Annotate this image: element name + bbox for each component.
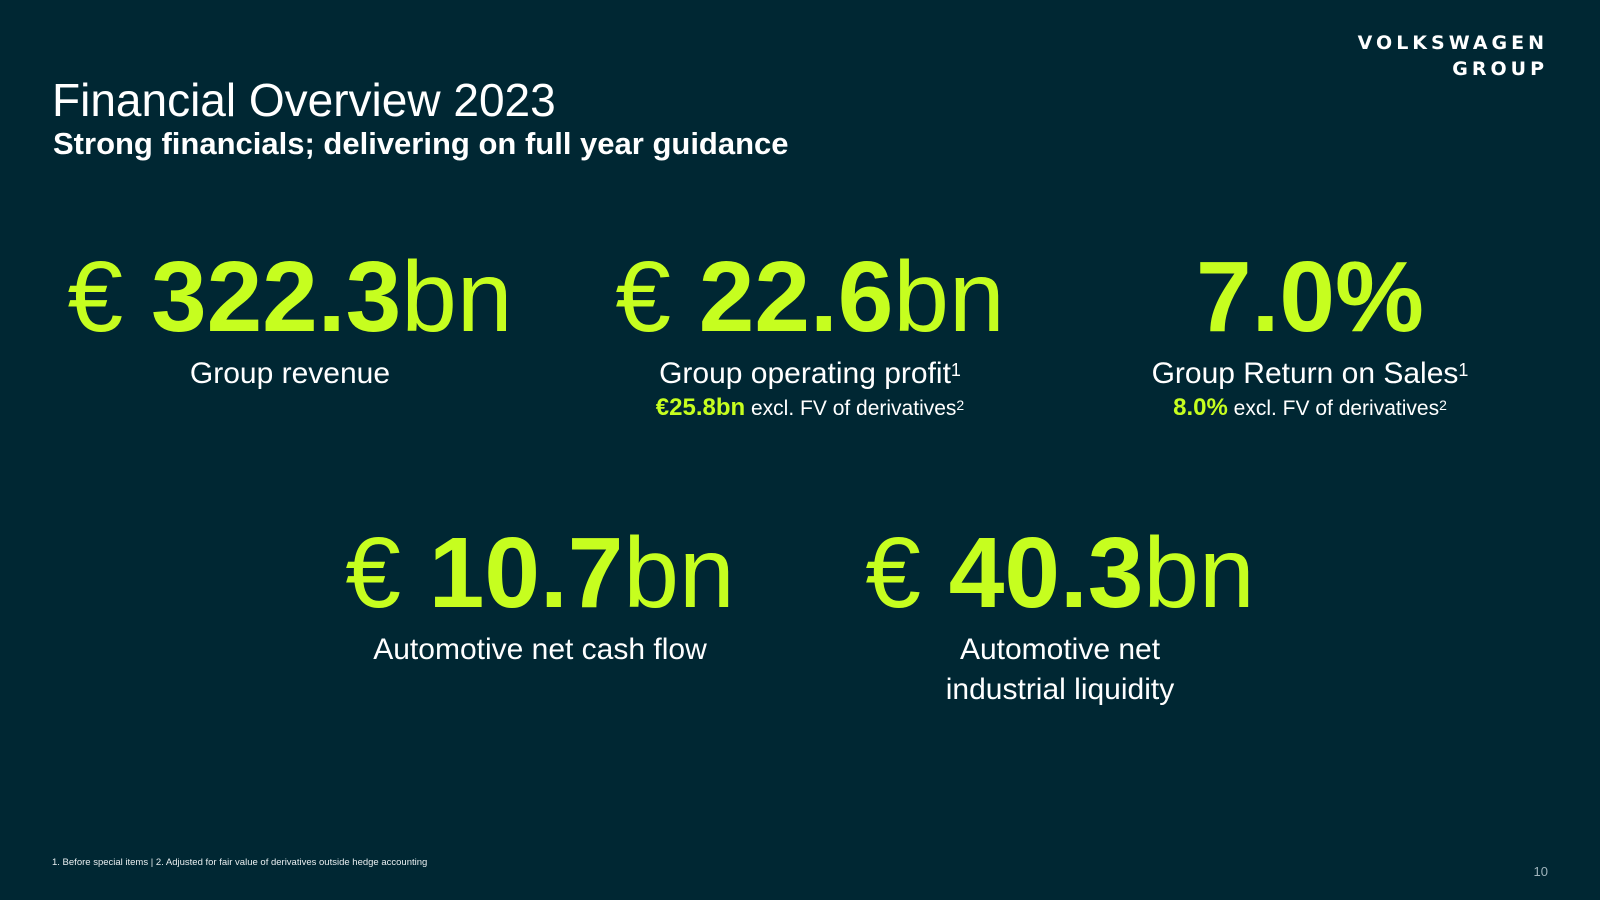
footnote: 1. Before special items | 2. Adjusted fo… bbox=[52, 857, 428, 868]
kpi-label: Automotive net industrial liquidity bbox=[800, 630, 1320, 710]
kpi-currency: € bbox=[615, 241, 699, 353]
page-title: Financial Overview 2023 bbox=[52, 74, 556, 126]
logo-line-1: VOLKSWAGEN bbox=[1357, 32, 1548, 54]
kpi-group-operating-profit: € 22.6bn Group operating profit1 €25.8bn… bbox=[560, 242, 1060, 423]
footnote-ref: 2 bbox=[1439, 397, 1447, 413]
kpi-unit: bn bbox=[893, 241, 1005, 353]
page-subtitle: Strong financials; delivering on full ye… bbox=[53, 126, 789, 161]
page-number: 10 bbox=[1533, 864, 1548, 879]
kpi-label-text: Group Return on Sales bbox=[1151, 357, 1459, 390]
kpi-unit: bn bbox=[401, 241, 513, 353]
kpi-sub-value: 8.0% bbox=[1173, 394, 1228, 421]
kpi-sub: €25.8bn excl. FV of derivatives2 bbox=[560, 394, 1060, 423]
kpi-value: € 22.6bn bbox=[560, 242, 1060, 352]
kpi-unit: bn bbox=[623, 517, 735, 629]
kpi-unit: bn bbox=[1143, 517, 1255, 629]
kpi-group-revenue: € 322.3bn Group revenue bbox=[40, 242, 540, 394]
kpi-currency: € bbox=[865, 517, 949, 629]
kpi-label: Group operating profit1 bbox=[560, 354, 1060, 394]
kpi-sub-text: excl. FV of derivatives bbox=[745, 397, 957, 420]
kpi-automotive-net-cash-flow: € 10.7bn Automotive net cash flow bbox=[280, 518, 800, 670]
kpi-value: € 40.3bn bbox=[800, 518, 1320, 628]
kpi-label: Automotive net cash flow bbox=[373, 633, 707, 666]
kpi-value: € 322.3bn bbox=[40, 242, 540, 352]
kpi-label-text: Group operating profit bbox=[659, 357, 951, 390]
kpi-sub: 8.0% excl. FV of derivatives2 bbox=[1060, 394, 1560, 423]
volkswagen-group-logo: VOLKSWAGEN GROUP bbox=[1358, 30, 1548, 82]
kpi-currency: € bbox=[345, 517, 429, 629]
footnote-ref: 1 bbox=[950, 360, 961, 380]
kpi-sub-text: excl. FV of derivatives bbox=[1227, 397, 1440, 420]
kpi-group-return-on-sales: 7.0% Group Return on Sales1 8.0% excl. F… bbox=[1060, 242, 1560, 423]
kpi-number: 22.6 bbox=[698, 241, 894, 353]
kpi-number: 10.7 bbox=[428, 517, 624, 629]
kpi-label: Group revenue bbox=[189, 357, 391, 390]
kpi-currency: € bbox=[67, 241, 151, 353]
kpi-number: 40.3 bbox=[948, 517, 1144, 629]
footnote-ref: 1 bbox=[1458, 360, 1469, 380]
kpi-label-line-2: industrial liquidity bbox=[945, 673, 1175, 706]
kpi-number: 7.0% bbox=[1196, 241, 1424, 353]
kpi-value: 7.0% bbox=[1060, 242, 1560, 352]
kpi-sub-value: €25.8bn bbox=[655, 394, 746, 421]
kpi-value: € 10.7bn bbox=[280, 518, 800, 628]
logo-line-2: GROUP bbox=[1452, 58, 1548, 80]
kpi-label: Group Return on Sales1 bbox=[1060, 354, 1560, 394]
kpi-label-line-1: Automotive net bbox=[959, 633, 1161, 666]
kpi-automotive-net-industrial-liquidity: € 40.3bn Automotive net industrial liqui… bbox=[800, 518, 1320, 710]
footnote-ref: 2 bbox=[956, 397, 965, 413]
kpi-number: 322.3 bbox=[150, 241, 402, 353]
